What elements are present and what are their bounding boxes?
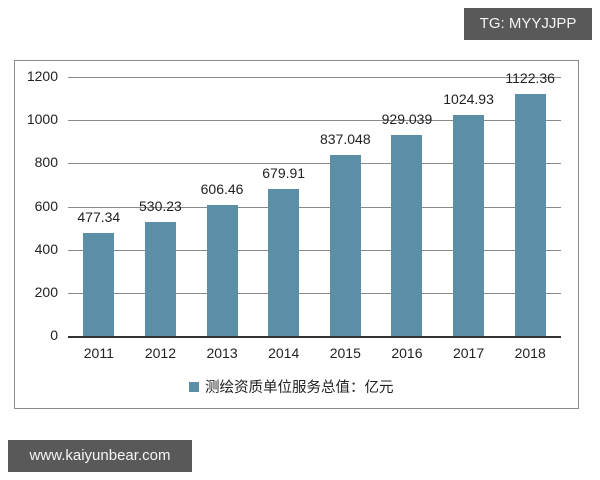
bar-value-label: 606.46	[200, 181, 244, 198]
bar-value-label: 837.048	[320, 131, 371, 148]
gridline	[68, 292, 561, 294]
gridline	[68, 206, 561, 208]
x-tick-label: 2013	[206, 345, 238, 361]
bar-value-label: 679.91	[262, 165, 306, 182]
bar-value-label: 477.34	[77, 208, 121, 225]
bar-value-label: 929.039	[381, 111, 433, 128]
gridline	[68, 163, 561, 165]
x-tick-label: 2016	[391, 345, 423, 361]
x-tick-label: 2011	[83, 345, 114, 361]
gridline	[68, 120, 561, 122]
y-tick-label: 600	[34, 197, 58, 214]
x-tick-label: 2018	[514, 345, 546, 361]
x-tick-label: 2017	[452, 345, 485, 361]
bar-2015	[329, 155, 361, 336]
x-tick-label: 2012	[144, 345, 177, 361]
plot-area: 477.34 530.23 606.46 679.91 837.048 929.039 10…	[68, 70, 561, 338]
x-tick-label: 2014	[268, 345, 300, 361]
bar-2018	[514, 93, 546, 336]
bar-2017	[453, 114, 485, 336]
bar-2016	[391, 135, 423, 336]
site-watermark: www.kaiyunbear.com	[8, 440, 192, 472]
bar-value-label: 1122.36	[505, 69, 555, 86]
legend: 测绘资质单位服务总值：亿元	[189, 376, 394, 397]
bar-2014	[268, 189, 300, 336]
y-tick-label: 1200	[26, 68, 58, 84]
bar-value-label: 1024.93	[443, 90, 494, 107]
gridline	[68, 249, 561, 251]
legend-swatch	[189, 381, 199, 392]
bar-value-label: 530.23	[139, 197, 182, 214]
gridline	[68, 77, 561, 78]
x-tick-label: 2015	[329, 345, 361, 361]
bar-2011	[83, 232, 115, 336]
y-tick-label: 1000	[26, 111, 58, 128]
y-tick-label: 800	[34, 154, 58, 171]
y-tick-label: 400	[34, 240, 58, 257]
bar-2012	[144, 221, 176, 336]
tg-watermark: TG: MYYJJPP	[464, 8, 592, 40]
legend-label: 测绘资质单位服务总值：亿元	[205, 380, 394, 396]
x-axis-line	[68, 336, 561, 338]
bar-2013	[206, 205, 238, 336]
y-tick-label: 200	[34, 283, 58, 300]
y-tick-label: 0	[50, 327, 58, 343]
